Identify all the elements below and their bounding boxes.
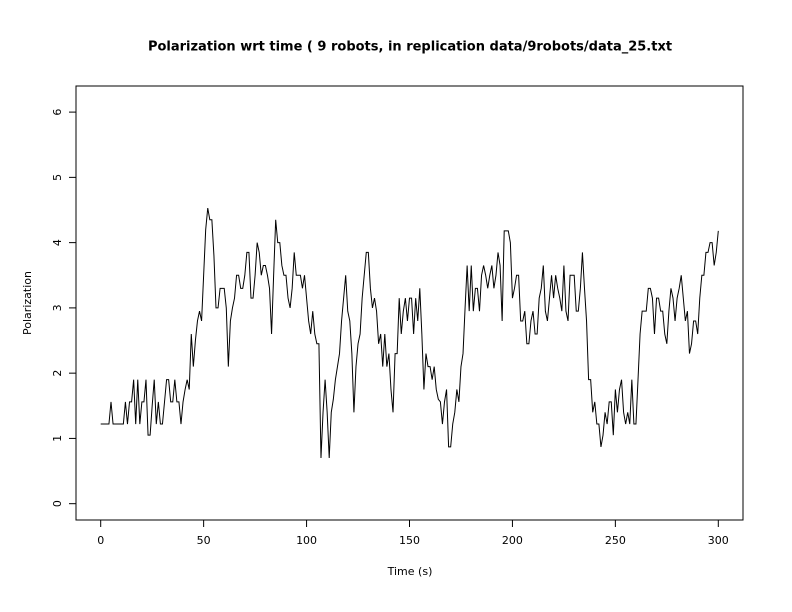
x-tick-label: 300 <box>708 534 729 547</box>
y-tick-label: 0 <box>51 500 64 507</box>
x-tick-label: 50 <box>197 534 211 547</box>
x-tick-label: 150 <box>399 534 420 547</box>
x-tick-label: 200 <box>502 534 523 547</box>
x-tick-label: 250 <box>605 534 626 547</box>
x-axis-label: Time (s) <box>387 565 433 578</box>
y-tick-label: 6 <box>51 109 64 116</box>
x-tick-label: 100 <box>296 534 317 547</box>
y-tick-label: 4 <box>51 239 64 246</box>
y-tick-label: 3 <box>51 304 64 311</box>
data-line <box>100 207 719 459</box>
y-axis-label: Polarization <box>21 271 34 335</box>
y-tick-label: 2 <box>51 370 64 377</box>
y-tick-label: 5 <box>51 174 64 181</box>
chart-title: Polarization wrt time ( 9 robots, in rep… <box>148 40 672 55</box>
x-tick-label: 0 <box>97 534 104 547</box>
y-tick-label: 1 <box>51 435 64 442</box>
